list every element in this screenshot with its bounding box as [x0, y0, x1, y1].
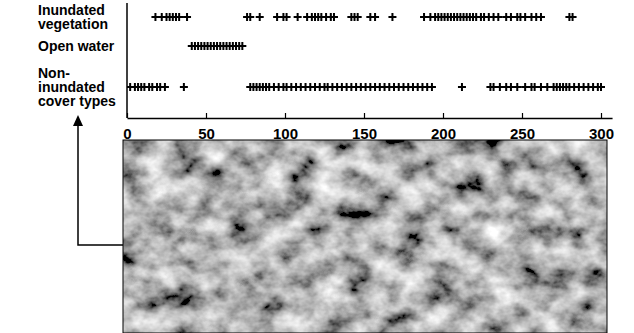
- x-tick-mark: [285, 113, 286, 118]
- x-tick: 100: [273, 113, 298, 142]
- event-mark: [371, 13, 379, 21]
- x-tick-label: 50: [198, 125, 215, 142]
- x-axis-line: [128, 118, 613, 120]
- radar-image: [123, 140, 607, 333]
- x-tick: 0: [123, 113, 131, 142]
- chart: 0 50 100 150 200 250 300 Inundatedvegetation Ope…: [0, 0, 634, 333]
- event-mark: [283, 13, 291, 21]
- x-tick-label: 150: [352, 125, 377, 142]
- x-tick-mark: [601, 113, 602, 118]
- x-tick-label: 200: [431, 125, 456, 142]
- x-tick-mark: [443, 113, 444, 118]
- marks: [127, 13, 605, 91]
- plot: 0 50 100 150 200 250 300: [123, 3, 614, 142]
- x-tick-label: 0: [123, 125, 131, 142]
- event-mark: [569, 13, 577, 21]
- event-mark: [354, 13, 362, 21]
- event-mark: [246, 13, 254, 21]
- x-tick: 50: [198, 113, 215, 142]
- arrow-line: [78, 124, 123, 245]
- event-mark: [494, 13, 502, 21]
- image-frame: [123, 140, 607, 333]
- x-tick-mark: [364, 113, 365, 118]
- x-axis: 0 50 100 150 200 250 300: [123, 113, 614, 142]
- event-mark: [537, 13, 545, 21]
- category-label: Inundatedvegetation: [38, 2, 108, 32]
- x-tick-mark: [522, 113, 523, 118]
- x-tick-label: 300: [589, 125, 614, 142]
- event-mark: [256, 13, 264, 21]
- event-mark: [428, 83, 436, 91]
- y-axis-line: [126, 3, 128, 118]
- arrow-head: [73, 115, 83, 126]
- x-tick-label: 100: [273, 125, 298, 142]
- event-mark: [597, 83, 605, 91]
- x-tick: 300: [589, 113, 614, 142]
- category-label: Open water: [38, 38, 115, 54]
- event-mark: [513, 83, 521, 91]
- event-mark: [458, 83, 466, 91]
- event-mark: [238, 42, 246, 50]
- event-mark: [183, 13, 191, 21]
- x-tick: 150: [352, 113, 377, 142]
- event-mark: [161, 83, 169, 91]
- x-tick: 200: [431, 113, 456, 142]
- x-tick-mark: [127, 113, 128, 118]
- event-mark: [294, 13, 302, 21]
- event-mark: [388, 13, 396, 21]
- x-tick: 250: [510, 113, 535, 142]
- event-mark: [175, 13, 183, 21]
- category-label: Non-inundatedcover types: [38, 65, 116, 109]
- event-mark: [330, 13, 338, 21]
- x-tick-mark: [206, 113, 207, 118]
- x-tick-label: 250: [510, 125, 535, 142]
- event-mark: [180, 83, 188, 91]
